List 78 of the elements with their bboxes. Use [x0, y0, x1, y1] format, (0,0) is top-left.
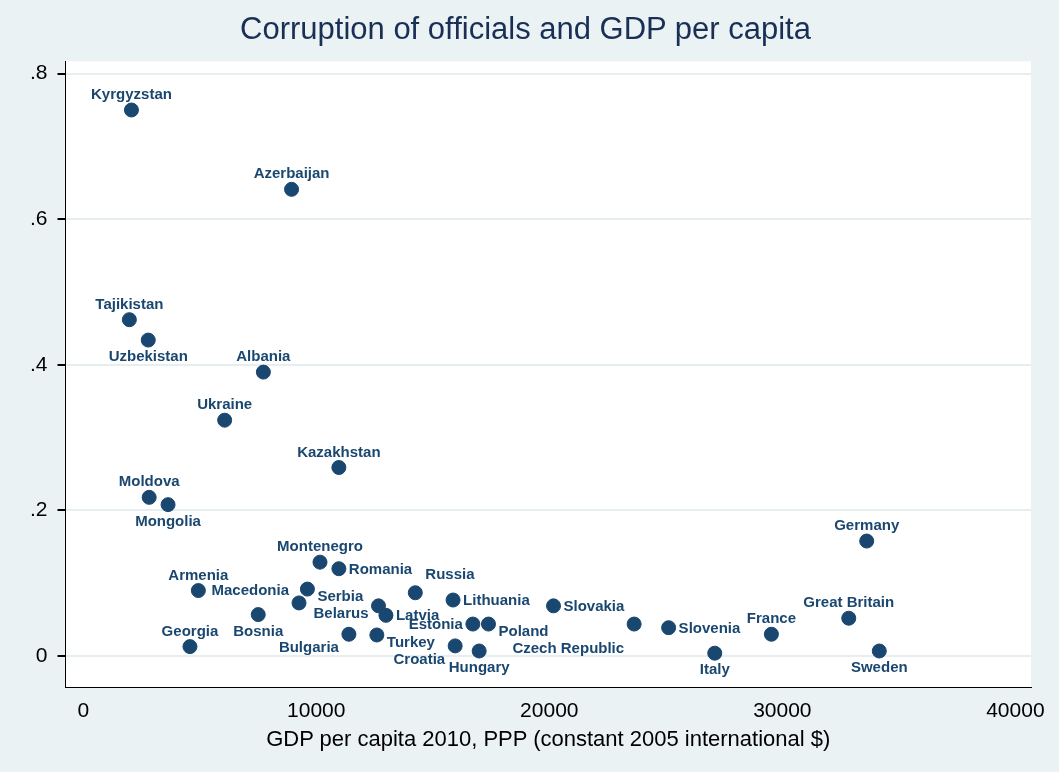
point [190, 583, 206, 599]
point [407, 585, 423, 601]
point [841, 610, 857, 626]
point [312, 554, 328, 570]
x-tick-label: 40000 [986, 697, 1045, 721]
point [707, 645, 723, 661]
point [546, 598, 561, 614]
x-tick-label: 0 [77, 697, 90, 721]
series-label: Kazakhstan [297, 442, 381, 460]
series-label: Serbia [317, 587, 364, 605]
y-tick-label: .8 [30, 60, 48, 84]
point [447, 638, 463, 654]
point [331, 561, 347, 577]
point [341, 626, 357, 642]
series-label: Great Britain [803, 593, 895, 611]
series-label: Kyrgyzstan [91, 85, 172, 103]
point [370, 598, 386, 614]
series-label: Moldova [118, 472, 181, 490]
point [255, 364, 271, 380]
point [140, 332, 156, 348]
series-label: Armenia [168, 565, 230, 583]
series-label: Slovakia [563, 596, 626, 614]
point [859, 533, 875, 549]
series-label: Lithuania [463, 591, 531, 609]
y-tick-label: .6 [30, 206, 48, 229]
series-label: Italy [699, 660, 731, 678]
point [141, 489, 157, 505]
x-tick-label: 10000 [287, 697, 346, 721]
point [471, 643, 487, 659]
y-tick-label: 0 [35, 642, 48, 666]
series-label: Hungary [448, 658, 511, 676]
point [763, 626, 779, 642]
y-tick-label: .4 [30, 351, 48, 375]
point [465, 616, 481, 632]
point [369, 627, 385, 643]
series-label: Montenegro [277, 537, 363, 555]
point [661, 620, 677, 636]
series-label: Macedonia [211, 581, 290, 599]
series-label: Mongolia [135, 511, 202, 529]
point [299, 581, 315, 597]
point [217, 412, 233, 428]
point [871, 643, 887, 659]
series-label: Azerbaijan [253, 164, 330, 182]
x-tick-label: 20000 [520, 697, 579, 721]
series-label: Albania [236, 347, 292, 365]
point [378, 607, 394, 623]
point [121, 312, 137, 328]
series-label: Uzbekistan [108, 347, 188, 365]
point [250, 607, 266, 623]
series-label: Croatia [393, 650, 446, 668]
point [445, 592, 461, 608]
x-tick-label: 30000 [753, 697, 812, 721]
point [480, 616, 496, 632]
series-label: Russia [425, 564, 476, 582]
series-label: Ukraine [197, 395, 253, 413]
chart-title: Corruption of officials and GDP per capita [240, 11, 812, 47]
series-label: Belarus [313, 603, 369, 621]
series-label: Czech Republic [512, 639, 625, 657]
series-label: Bulgaria [278, 638, 340, 656]
point [626, 616, 642, 632]
point [291, 595, 307, 611]
series-label: France [746, 609, 796, 627]
point [284, 181, 300, 197]
series-label: Tajikistan [95, 294, 164, 312]
series-label: Georgia [161, 621, 219, 639]
point [160, 497, 176, 513]
series-label: Turkey [386, 633, 436, 651]
series-label: Sweden [850, 658, 908, 676]
series-label: Germany [834, 516, 900, 534]
x-axis-title: GDP per capita 2010, PPP (constant 2005 international $) [266, 725, 831, 751]
point [123, 102, 139, 118]
y-tick-label: .2 [30, 497, 48, 521]
point [331, 460, 347, 475]
series-label: Slovenia [678, 618, 741, 636]
point [182, 639, 198, 655]
series-label: Romania [348, 559, 413, 577]
series-label: Bosnia [233, 621, 284, 639]
series-label: Poland [498, 622, 549, 640]
